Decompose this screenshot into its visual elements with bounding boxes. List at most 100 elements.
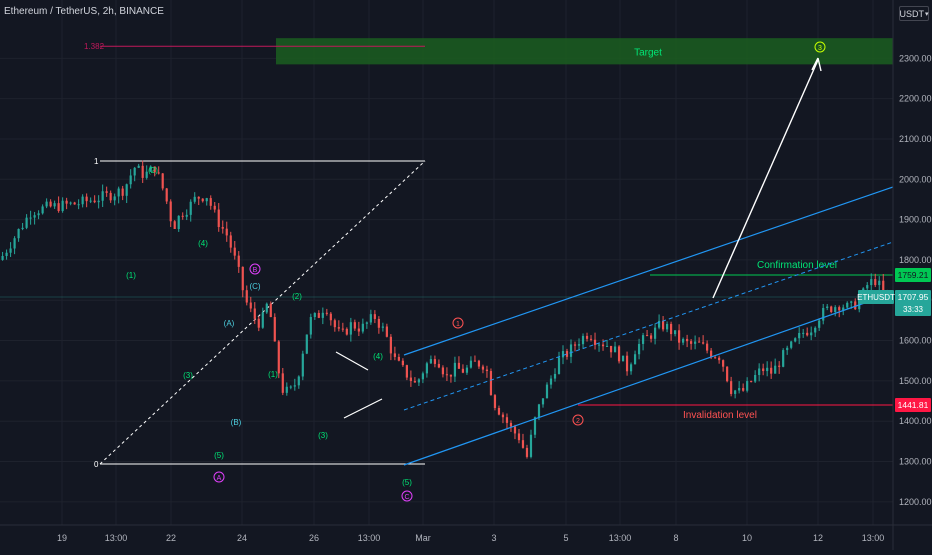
candle-body	[325, 312, 328, 314]
candle-body	[93, 200, 96, 203]
fib-1382-label: 1.382	[84, 42, 105, 51]
candle-body	[321, 312, 324, 318]
candle-body	[353, 322, 356, 329]
x-tick-label: 19	[57, 533, 67, 543]
candle-body	[866, 285, 869, 289]
invalidation-price-tag-bg	[895, 398, 931, 412]
x-tick-label: 13:00	[609, 533, 632, 543]
candle-body	[301, 353, 304, 377]
candle-body	[305, 334, 308, 354]
candle-body	[273, 317, 276, 342]
y-tick-label: 2100.00	[899, 134, 932, 144]
candle-body	[281, 373, 284, 393]
candle-body	[649, 335, 653, 339]
candle-body	[169, 201, 172, 222]
candle-body	[141, 165, 144, 178]
candle-body	[89, 200, 92, 202]
candle-body	[581, 335, 585, 345]
candle-body	[341, 328, 344, 330]
candle-body	[465, 367, 469, 373]
candle-body	[125, 184, 128, 196]
candle-body	[261, 312, 264, 328]
candle-body	[565, 351, 569, 357]
candle-body	[645, 335, 649, 337]
invalidation-price-tag: 1441.81	[898, 400, 929, 410]
candle-body	[469, 360, 473, 368]
candle-body	[209, 198, 212, 206]
candle-body	[529, 434, 533, 457]
candle-body	[605, 345, 609, 347]
candle-body	[445, 374, 449, 376]
candle-body	[429, 359, 433, 364]
candle-body	[818, 320, 821, 328]
candle-body	[629, 364, 633, 372]
candle-body	[477, 360, 481, 367]
candle-body	[806, 332, 809, 336]
candle-body	[25, 217, 28, 228]
candle-body	[790, 341, 793, 348]
candle-body	[770, 367, 773, 374]
candle-body	[217, 209, 220, 228]
wave-label-c-end-circle	[401, 490, 413, 502]
candle-body	[754, 374, 757, 382]
candle-body	[337, 327, 340, 329]
chevron-down-icon: ▾	[925, 10, 929, 18]
candle-body	[241, 266, 244, 291]
candle-body	[505, 417, 509, 423]
candle-body	[33, 215, 36, 218]
candle-body	[742, 388, 745, 391]
target-arrow	[712, 59, 819, 299]
time-axis[interactable]: 19 13:00 22 24 26 13:00 Mar 3 5 13:00 8 10 12 13:00	[0, 524, 932, 543]
candle-body	[345, 328, 348, 335]
candle-body	[489, 371, 493, 396]
triangle-upper	[335, 351, 369, 371]
candle-body	[774, 365, 777, 374]
wave-label-circle-1: 1	[456, 321, 460, 328]
candle-body	[577, 344, 581, 346]
candle-body	[149, 166, 152, 172]
candle-body	[541, 398, 545, 405]
candle-body	[45, 201, 48, 207]
candle-body	[794, 338, 797, 342]
candle-body	[718, 357, 721, 361]
candle-body	[221, 227, 224, 229]
wave-label-circle-2: 2	[576, 418, 580, 425]
candle-body	[213, 205, 216, 210]
candle-body	[105, 191, 108, 193]
candle-body	[726, 366, 729, 382]
candle-body	[57, 203, 60, 212]
candle-body	[621, 355, 625, 362]
currency-selector[interactable]: USDT ▾	[899, 6, 929, 21]
candle-body	[113, 196, 116, 201]
wave-label-c-end: C	[404, 494, 409, 501]
candle-body	[237, 255, 240, 267]
candle-body	[846, 302, 849, 308]
y-tick-label: 1800.00	[899, 255, 932, 265]
candle-body	[497, 407, 501, 415]
candle-body	[714, 357, 717, 359]
fib-0-label: 0	[94, 460, 99, 469]
candle-body	[814, 327, 817, 333]
candle-body	[822, 307, 825, 321]
candle-body	[593, 339, 597, 345]
candle-body	[613, 346, 617, 353]
currency-label: USDT	[899, 8, 925, 19]
candle-body	[393, 353, 396, 357]
target-label: Target	[634, 47, 662, 58]
candle-body	[694, 341, 697, 344]
x-tick-label: 5	[563, 533, 568, 543]
candle-body	[710, 350, 713, 358]
countdown-tag: 33:33	[903, 305, 924, 314]
wave-label-b-mid: (B)	[231, 418, 242, 427]
candle-body	[641, 335, 645, 344]
candle-body	[758, 368, 761, 375]
wave-label-1-top: (1)	[126, 271, 136, 280]
candle-body	[397, 356, 400, 361]
candle-body	[309, 317, 312, 335]
candle-body	[177, 215, 180, 230]
candle-body	[738, 388, 741, 391]
candle-body	[609, 345, 613, 353]
candle-body	[373, 314, 376, 319]
